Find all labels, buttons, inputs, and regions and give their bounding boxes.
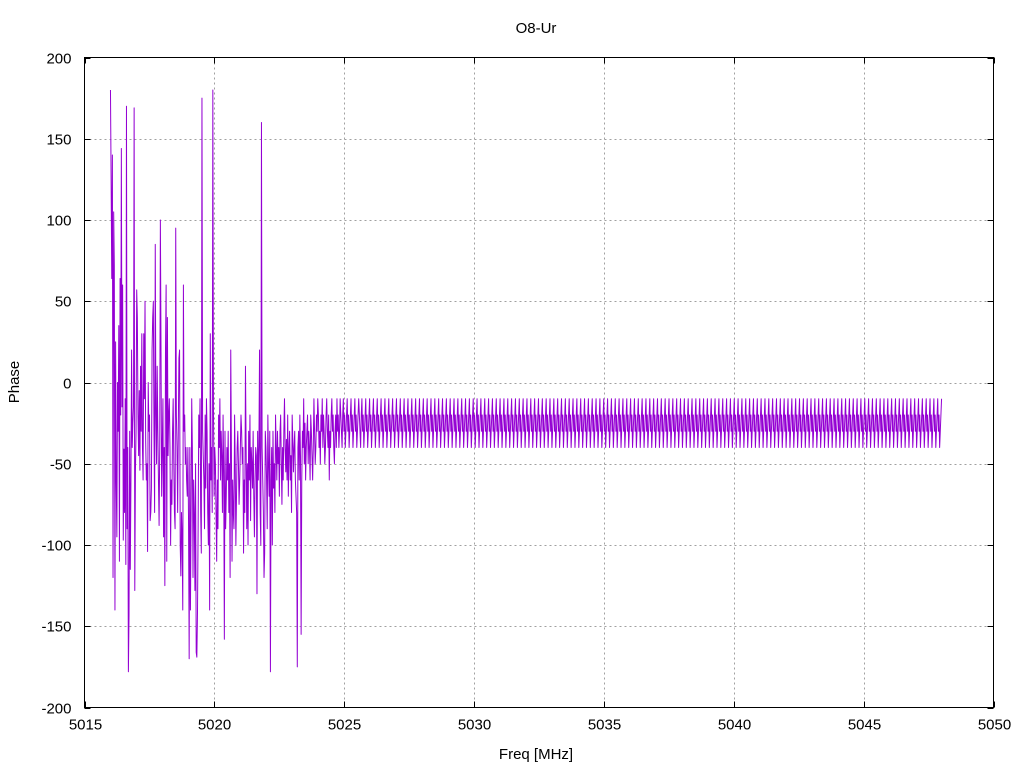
plot-frame (84, 57, 994, 708)
x-tick-label: 5025 (328, 717, 361, 734)
y-tick-label: -100 (41, 538, 71, 555)
series-layer (109, 89, 943, 673)
grid-lines (84, 57, 994, 708)
y-tick-label: -150 (41, 619, 71, 636)
y-tick-label: -200 (41, 701, 71, 718)
x-tick-labels: 5015 5020 5025 5030 5035 5040 5045 5050 (69, 717, 1011, 734)
y-tick-label: 0 (63, 376, 71, 393)
chart-title: O8-Ur (516, 20, 557, 37)
x-axis-label: Freq [MHz] (499, 746, 573, 763)
x-tick-label: 5040 (718, 717, 751, 734)
axis-ticks (84, 57, 995, 709)
x-tick-label: 5030 (458, 717, 491, 734)
y-axis-label: Phase (6, 361, 23, 404)
y-tick-label: 150 (46, 132, 71, 149)
y-tick-label: -50 (50, 457, 72, 474)
x-tick-label: 5035 (588, 717, 621, 734)
x-tick-label: 5045 (848, 717, 881, 734)
y-tick-label: 100 (46, 213, 71, 230)
phase-series-line (109, 89, 943, 673)
y-tick-labels: -200 -150 -100 -50 0 50 100 150 200 (41, 51, 71, 718)
y-tick-label: 50 (55, 294, 72, 311)
y-tick-label: 200 (46, 51, 71, 68)
x-tick-label: 5015 (69, 717, 102, 734)
x-tick-label: 5050 (978, 717, 1011, 734)
x-tick-label: 5020 (198, 717, 231, 734)
